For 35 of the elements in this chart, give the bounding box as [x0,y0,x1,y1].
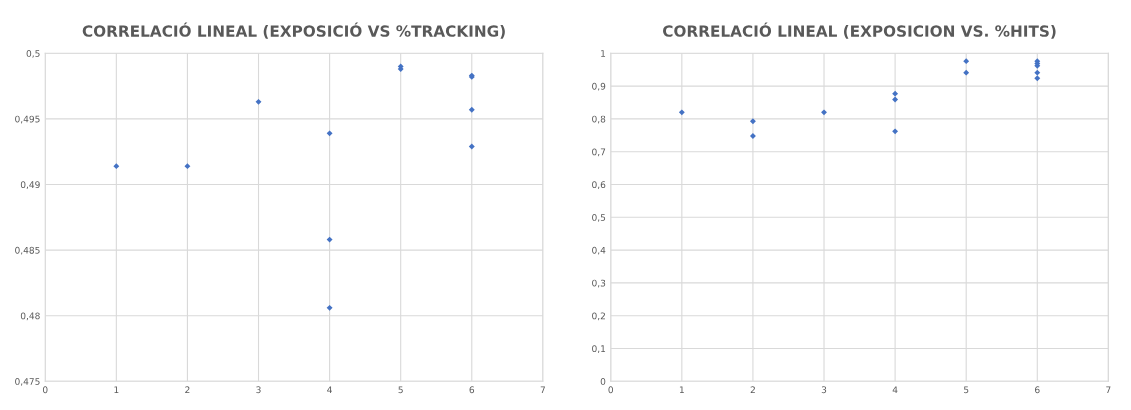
x-tick-label: 1 [114,386,119,394]
x-tick-label: 0 [608,386,614,394]
y-tick-label: 0,495 [15,115,40,124]
y-tick-label: 0,3 [592,279,606,288]
y-tick-label: 0,48 [20,312,40,321]
y-tick-label: 0,9 [592,82,606,91]
y-tick-label: 0,6 [592,181,606,189]
y-tick-label: 0,485 [15,246,40,255]
y-tick-label: 0,1 [592,345,606,353]
y-tick-label: 0,475 [15,378,40,386]
x-tick-label: 1 [679,386,684,394]
x-tick-label: 2 [185,386,190,394]
chart-title: CORRELACIÓ LINEAL (EXPOSICIÓ VS %TRACKING) [82,22,505,39]
x-tick-label: 3 [821,386,827,394]
y-tick-label: 0,49 [20,181,40,189]
y-tick-label: 1 [601,50,606,57]
x-tick-label: 4 [327,386,332,394]
x-tick-label: 6 [1035,386,1040,394]
x-tick-label: 6 [469,386,475,394]
x-tick-label: 4 [892,386,898,394]
x-tick-label: 3 [256,386,261,394]
x-tick-label: 2 [750,386,755,394]
y-tick-label: 0 [600,378,606,385]
x-tick-label: 5 [964,386,969,394]
x-tick-label: 7 [540,386,545,394]
chart-title: CORRELACIÓ LINEAL (EXPOSICION VS. %HITS) [663,22,1056,39]
y-tick-label: 0,5 [592,214,606,222]
x-tick-label: 5 [398,386,403,394]
y-tick-label: 0,8 [592,115,606,124]
y-tick-label: 0,7 [592,148,606,157]
y-tick-label: 0,4 [592,246,606,255]
x-tick-label: 0 [42,386,48,394]
x-tick-label: 7 [1106,386,1111,394]
y-tick-label: 0,5 [26,50,40,58]
y-tick-label: 0,2 [592,312,605,321]
